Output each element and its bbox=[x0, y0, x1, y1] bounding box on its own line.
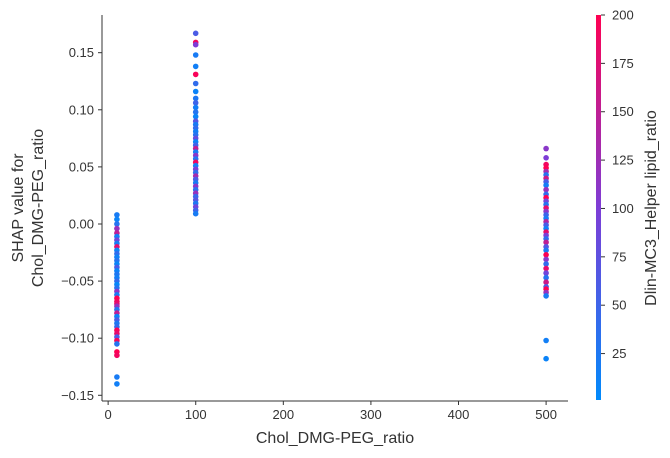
scatter-point bbox=[114, 381, 120, 387]
y-axis-title-line-2: Chol_DMG-PEG_ratio bbox=[30, 129, 47, 287]
scatter-point bbox=[543, 186, 549, 193]
scatter-point bbox=[543, 355, 549, 362]
scatter-point bbox=[192, 63, 199, 70]
y-tick-label: 0.15 bbox=[69, 45, 94, 60]
x-tick-label: 0 bbox=[105, 407, 112, 422]
scatter-point bbox=[543, 293, 549, 299]
scatter-point bbox=[192, 30, 199, 37]
scatter-point bbox=[543, 252, 549, 258]
scatter-point bbox=[543, 182, 549, 188]
scatter-point bbox=[543, 274, 549, 281]
x-tick-label: 100 bbox=[185, 407, 207, 422]
scatter-point bbox=[543, 265, 549, 272]
x-tick-label: 500 bbox=[535, 407, 557, 422]
scatter-point bbox=[192, 88, 199, 95]
scatter-point bbox=[192, 80, 199, 87]
scatter-point bbox=[114, 212, 120, 218]
x-tick-label: 300 bbox=[360, 407, 382, 422]
y-axis-title-line-1: SHAP value for bbox=[10, 153, 27, 263]
colorbar-tick-label: 175 bbox=[612, 56, 634, 71]
colorbar bbox=[596, 15, 601, 400]
scatter-point bbox=[192, 104, 199, 111]
scatter-point bbox=[192, 109, 199, 115]
scatter-point bbox=[543, 256, 549, 263]
y-tick-label: 0.05 bbox=[69, 159, 94, 174]
y-tick-label: −0.15 bbox=[61, 388, 94, 403]
colorbar-tick-label: 150 bbox=[612, 104, 634, 119]
colorbar-tick-label: 75 bbox=[612, 249, 626, 264]
x-axis-ticks: 0 100 200 300 400 500 bbox=[105, 401, 557, 422]
y-tick-label: −0.05 bbox=[61, 274, 94, 289]
scatter-point bbox=[114, 341, 120, 347]
scatter-point bbox=[543, 337, 549, 344]
scatter-points bbox=[114, 30, 549, 387]
colorbar-tick-label: 125 bbox=[612, 153, 634, 168]
scatter-point bbox=[114, 374, 120, 380]
scatter-point bbox=[543, 279, 549, 286]
colorbar-tick-label: 25 bbox=[612, 346, 626, 361]
scatter-point bbox=[543, 247, 549, 254]
scatter-point bbox=[543, 239, 549, 246]
scatter-point bbox=[192, 113, 199, 120]
scatter-point bbox=[192, 71, 199, 78]
scatter-point bbox=[192, 100, 199, 106]
scatter-point bbox=[192, 210, 199, 217]
scatter-point bbox=[543, 270, 549, 276]
y-tick-label: −0.10 bbox=[61, 331, 94, 346]
y-axis-title: SHAP value for Chol_DMG-PEG_ratio bbox=[10, 129, 47, 287]
y-tick-label: 0.00 bbox=[69, 216, 94, 231]
scatter-point bbox=[543, 155, 549, 161]
scatter-point bbox=[543, 261, 549, 267]
x-tick-label: 400 bbox=[448, 407, 470, 422]
scatter-point bbox=[192, 41, 199, 48]
y-axis-ticks: −0.15 −0.10 −0.05 0.00 0.05 0.10 0.15 bbox=[61, 45, 102, 403]
scatter-point bbox=[114, 225, 120, 232]
colorbar-title: Dlin-MC3_Helper lipid_ratio bbox=[643, 110, 660, 306]
scatter-point bbox=[114, 216, 120, 223]
scatter-point bbox=[192, 95, 199, 102]
scatter-point bbox=[114, 221, 120, 227]
colorbar-tick-label: 50 bbox=[612, 298, 626, 313]
scatter-point bbox=[192, 52, 199, 58]
colorbar-tick-label: 200 bbox=[612, 8, 634, 23]
scatter-point bbox=[543, 145, 549, 152]
scatter-point bbox=[114, 352, 120, 359]
x-tick-label: 200 bbox=[272, 407, 294, 422]
x-axis-title: Chol_DMG-PEG_ratio bbox=[256, 430, 414, 447]
colorbar-ticks: 25 50 75 100 125 150 175 200 bbox=[601, 8, 634, 361]
colorbar-tick-label: 100 bbox=[612, 201, 634, 216]
y-tick-label: 0.10 bbox=[69, 102, 94, 117]
